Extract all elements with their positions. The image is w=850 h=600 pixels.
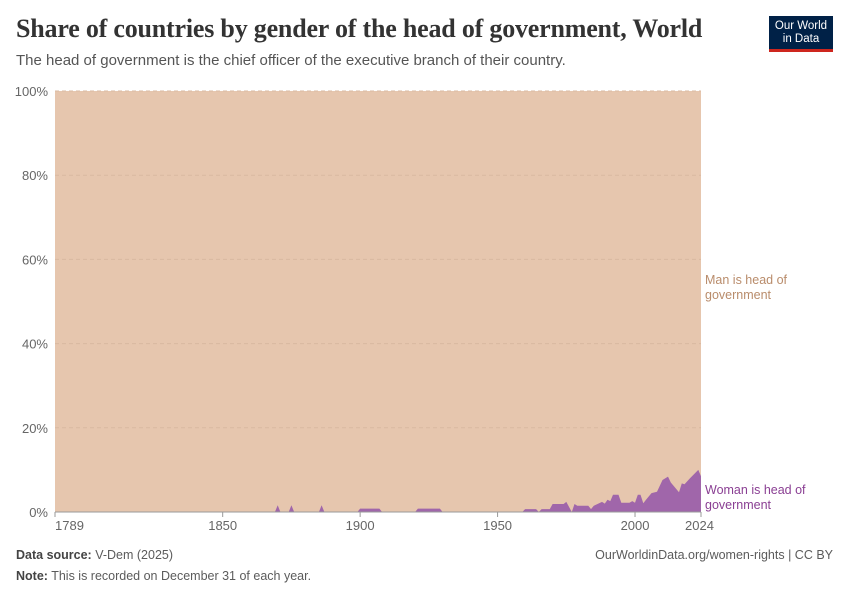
y-tick-label: 60% <box>22 252 48 267</box>
note-line: Note: This is recorded on December 31 of… <box>16 569 311 583</box>
url-license[interactable]: OurWorldinData.org/women-rights | CC BY <box>595 548 833 562</box>
source-value[interactable]: V-Dem (2025) <box>95 548 174 562</box>
y-tick-label: 80% <box>22 168 48 183</box>
x-tick-label: 1850 <box>208 518 237 533</box>
y-tick-label: 100% <box>15 84 49 99</box>
y-tick-label: 20% <box>22 421 48 436</box>
area-man <box>55 91 701 512</box>
series-label-man: Man is head of <box>705 273 788 287</box>
logo-line1: Our World <box>774 20 828 32</box>
y-tick-label: 40% <box>22 337 48 352</box>
source-label: Data source: <box>16 548 92 562</box>
note-label: Note: <box>16 569 48 583</box>
x-tick-label: 2000 <box>621 518 650 533</box>
chart-subtitle: The head of government is the chief offi… <box>16 52 566 69</box>
area-woman <box>55 469 701 512</box>
owid-logo[interactable]: Our World in Data <box>769 16 833 52</box>
x-tick-label: 1789 <box>55 518 84 533</box>
x-tick-label: 2024 <box>685 518 714 533</box>
logo-line2: in Data <box>782 33 820 45</box>
series-label-woman: government <box>705 498 772 512</box>
series-label-woman: Woman is head of <box>705 483 806 497</box>
source-line: Data source: V-Dem (2025) <box>16 548 173 562</box>
series-label-man: government <box>705 288 772 302</box>
note-text: This is recorded on December 31 of each … <box>51 569 312 583</box>
y-tick-label: 0% <box>29 505 48 520</box>
chart-title: Share of countries by gender of the head… <box>16 14 703 43</box>
x-tick-label: 1950 <box>483 518 512 533</box>
x-tick-label: 1900 <box>346 518 375 533</box>
